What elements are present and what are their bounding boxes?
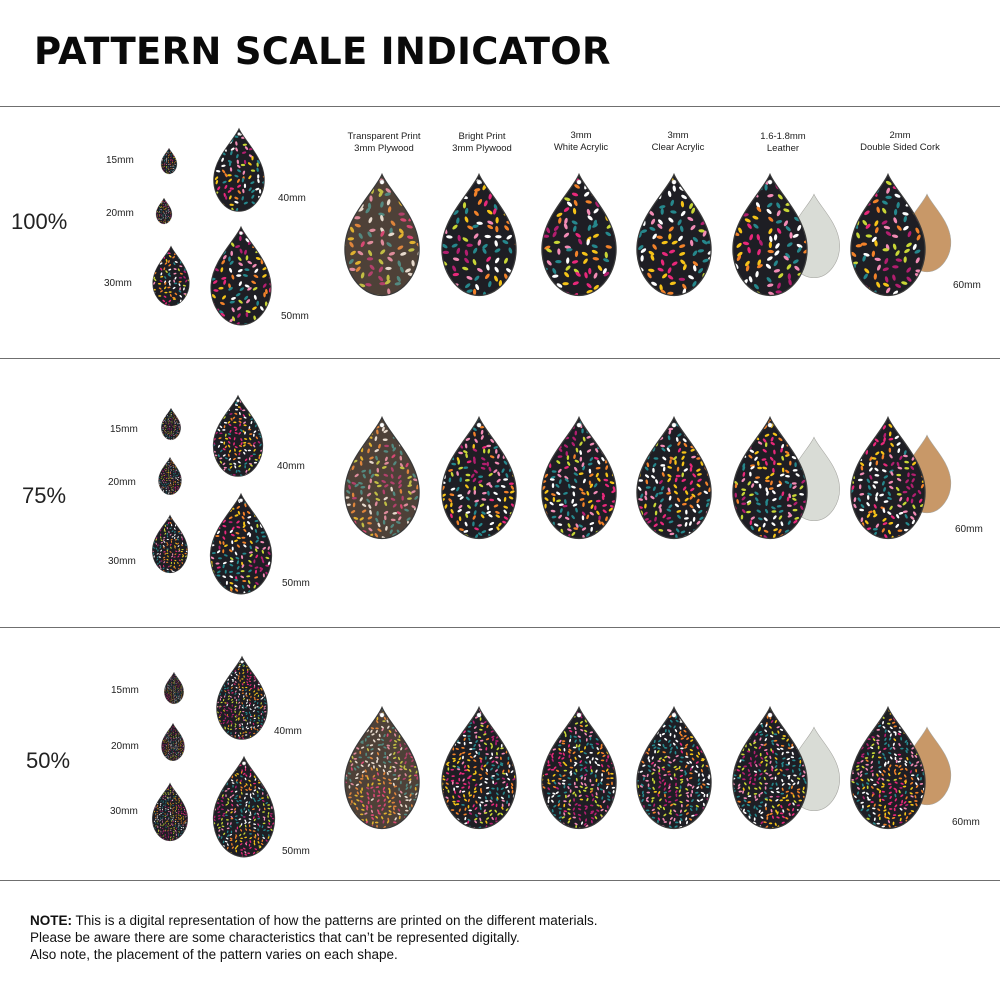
- size-label-30mm: 30mm: [110, 806, 138, 817]
- note-line-2: Please be aware there are some character…: [30, 930, 520, 945]
- section-75: 75% 15mm 20mm 30mm 40mm 50mm 60mm: [0, 359, 1000, 627]
- note-line-3: Also note, the placement of the pattern …: [30, 947, 398, 962]
- material-label-bright-plywood: Bright Print 3mm Plywood: [452, 131, 512, 154]
- drop-leather: [732, 415, 808, 540]
- page-title: PATTERN SCALE INDICATOR: [34, 30, 611, 73]
- scale-label: 75%: [22, 483, 67, 508]
- size-label-60mm: 60mm: [955, 524, 983, 535]
- drop-clear-acrylic: [636, 172, 712, 297]
- drop-leather: [732, 705, 808, 830]
- drop-cork: [850, 415, 926, 540]
- drop-50mm: [209, 492, 273, 595]
- size-label-15mm: 15mm: [111, 685, 139, 696]
- divider-bottom: [0, 880, 1000, 881]
- drop-transparent-plywood: [344, 415, 420, 540]
- drop-20mm: [155, 197, 173, 225]
- size-label-50mm: 50mm: [281, 311, 309, 322]
- drop-leather: [732, 172, 808, 297]
- scale-label: 50%: [26, 748, 71, 773]
- size-label-20mm: 20mm: [106, 208, 134, 219]
- size-label-20mm: 20mm: [111, 741, 139, 752]
- material-label-leather: 1.6-1.8mm Leather: [760, 131, 806, 154]
- section-100: 100% 15mm 20mm 30mm 40mm 50mm 60mm: [0, 107, 1000, 358]
- drop-cork: [850, 172, 926, 297]
- drop-bright-plywood: [441, 415, 517, 540]
- drop-50mm: [212, 755, 276, 858]
- size-label-30mm: 30mm: [104, 278, 132, 289]
- size-label-40mm: 40mm: [277, 461, 305, 472]
- drop-white-acrylic: [541, 172, 617, 297]
- divider-1: [0, 358, 1000, 359]
- note-line-1: This is a digital representation of how …: [75, 913, 598, 928]
- drop-15mm: [160, 147, 178, 175]
- drop-white-acrylic: [541, 415, 617, 540]
- drop-40mm: [213, 127, 265, 212]
- size-label-50mm: 50mm: [282, 846, 310, 857]
- material-label-white-acrylic: 3mm White Acrylic: [553, 130, 609, 153]
- section-50: 50% 15mm 20mm 30mm 40mm 50mm 60mm: [0, 628, 1000, 880]
- drop-20mm: [161, 722, 185, 761]
- divider-2: [0, 627, 1000, 628]
- drop-cork: [850, 705, 926, 830]
- divider-top: [0, 106, 1000, 107]
- drop-clear-acrylic: [636, 705, 712, 830]
- drop-30mm: [152, 782, 188, 842]
- size-label-20mm: 20mm: [108, 477, 136, 488]
- note-label: NOTE:: [30, 913, 72, 928]
- drop-bright-plywood: [441, 705, 517, 830]
- size-label-30mm: 30mm: [108, 556, 136, 567]
- material-label-cork: 2mm Double Sided Cork: [860, 130, 940, 153]
- size-label-60mm: 60mm: [952, 817, 980, 828]
- drop-50mm: [210, 225, 272, 326]
- drop-30mm: [152, 245, 190, 307]
- drop-transparent-plywood: [344, 705, 420, 830]
- footer-note: NOTE: This is a digital representation o…: [30, 912, 598, 963]
- size-label-60mm: 60mm: [953, 280, 981, 291]
- drop-15mm: [164, 671, 184, 705]
- drop-40mm: [212, 394, 264, 477]
- drop-30mm: [152, 514, 188, 574]
- drop-clear-acrylic: [636, 415, 712, 540]
- drop-40mm: [216, 655, 268, 740]
- size-label-40mm: 40mm: [278, 193, 306, 204]
- drop-white-acrylic: [541, 705, 617, 830]
- material-label-clear-acrylic: 3mm Clear Acrylic: [651, 130, 705, 153]
- size-label-50mm: 50mm: [282, 578, 310, 589]
- material-label-transparent-plywood: Transparent Print 3mm Plywood: [347, 131, 421, 154]
- size-label-15mm: 15mm: [110, 424, 138, 435]
- drop-15mm: [161, 407, 181, 441]
- drop-transparent-plywood: [344, 172, 420, 297]
- drop-bright-plywood: [441, 172, 517, 297]
- scale-label: 100%: [11, 209, 68, 234]
- size-label-40mm: 40mm: [274, 726, 302, 737]
- drop-20mm: [158, 456, 182, 495]
- size-label-15mm: 15mm: [106, 155, 134, 166]
